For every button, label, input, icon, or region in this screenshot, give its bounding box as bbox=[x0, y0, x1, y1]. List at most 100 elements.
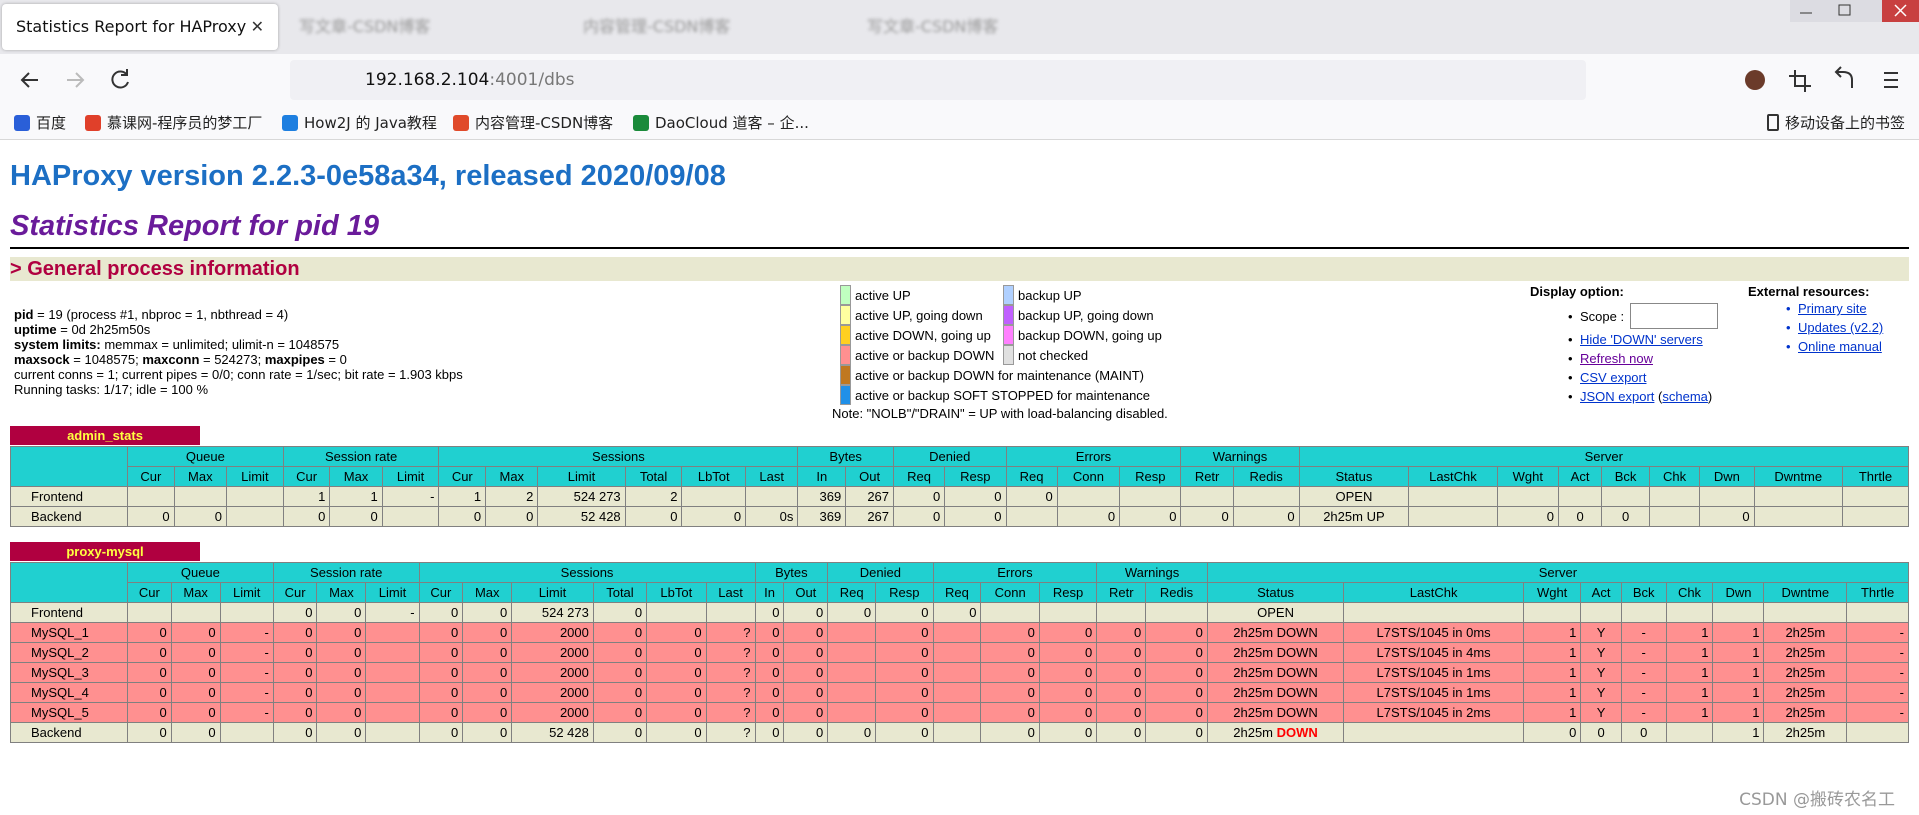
legend-label: active or backup DOWN for maintenance (M… bbox=[855, 368, 1144, 383]
stats-cell: 0 bbox=[170, 722, 221, 743]
group-header: Errors bbox=[932, 562, 1098, 583]
external-link[interactable]: Online manual bbox=[1786, 338, 1882, 356]
info-text: maxconn bbox=[142, 352, 200, 367]
external-link[interactable]: Updates (v2.2) bbox=[1786, 319, 1883, 337]
tab[interactable]: 写文章-CSDN博客 bbox=[853, 4, 1123, 50]
stats-cell: 0 bbox=[272, 722, 318, 743]
bookmark[interactable]: 内容管理-CSDN博客 bbox=[453, 113, 613, 133]
stats-cell bbox=[1557, 486, 1603, 507]
stats-cell: - bbox=[1846, 682, 1909, 703]
stats-cell: 0 bbox=[1038, 702, 1098, 723]
stats-cell: 0 bbox=[754, 722, 785, 743]
stats-cell: - bbox=[1620, 622, 1667, 643]
stats-cell: 0 bbox=[418, 662, 464, 683]
stats-cell: 0 bbox=[980, 682, 1040, 703]
stats-cell: ? bbox=[705, 702, 756, 723]
option-link[interactable]: Refresh now bbox=[1580, 351, 1653, 366]
info-text: pid bbox=[14, 307, 34, 322]
legend-item: active UP bbox=[840, 285, 911, 306]
stats-cell: 0s bbox=[745, 506, 799, 527]
column-header: Limit bbox=[219, 582, 274, 603]
column-header: LastChk bbox=[1408, 466, 1498, 487]
rule bbox=[10, 247, 1909, 249]
stats-cell: 0 bbox=[980, 622, 1040, 643]
group-header: Server bbox=[1298, 446, 1910, 467]
tab[interactable]: 内容管理-CSDN博客 bbox=[569, 4, 839, 50]
tab-bar: Statistics Report for HAProxy ✕ 写文章-CSDN博客… bbox=[0, 0, 1919, 54]
option-link[interactable]: schema bbox=[1662, 389, 1708, 404]
column-header: Max bbox=[462, 582, 513, 603]
stats-cell: 0 bbox=[944, 486, 1007, 507]
stats-cell: 1 bbox=[1522, 662, 1582, 683]
stats-cell: 0 bbox=[1096, 702, 1147, 723]
stats-cell: 2000 bbox=[511, 642, 594, 663]
stats-row: Backend 0 0 0 0 0 0 52 428 0 0? 0 0 0 0 0 0 0 0 2h25m DOWN… bbox=[10, 722, 1909, 743]
stats-cell bbox=[365, 662, 420, 683]
stats-cell: 369 bbox=[797, 486, 847, 507]
info-text: Running tasks: 1/17; idle = 100 % bbox=[14, 382, 209, 397]
stats-cell bbox=[1056, 486, 1121, 507]
stats-cell: 0 bbox=[272, 682, 318, 703]
option-link[interactable]: CSV export bbox=[1580, 370, 1647, 385]
stats-cell bbox=[365, 702, 420, 723]
stats-cell: - bbox=[365, 602, 420, 623]
stats-cell: Y bbox=[1580, 622, 1622, 643]
stats-cell bbox=[1648, 486, 1701, 507]
stats-cell bbox=[1753, 486, 1843, 507]
stats-cell bbox=[932, 662, 982, 683]
column-header: Conn bbox=[1056, 466, 1121, 487]
stats-cell: 1 bbox=[1665, 662, 1714, 683]
stats-cell: 1 bbox=[1712, 642, 1765, 663]
stats-cell: L7STS/1045 in 2ms bbox=[1343, 702, 1524, 723]
column-header: Retr bbox=[1180, 466, 1234, 487]
tab[interactable]: 写文章-CSDN博客 bbox=[285, 4, 555, 50]
stats-cell: - bbox=[1620, 662, 1667, 683]
stats-cell: 0 bbox=[1145, 642, 1208, 663]
column-header: Limit bbox=[225, 466, 284, 487]
stats-cell bbox=[1763, 602, 1848, 623]
bookmark[interactable]: 慕课网-程序员的梦工厂 bbox=[85, 113, 262, 133]
scope-input[interactable] bbox=[1630, 303, 1718, 329]
option-line: Refresh now bbox=[1568, 350, 1653, 368]
bookmark[interactable]: 百度 bbox=[14, 113, 66, 133]
stats-cell: 0 bbox=[875, 662, 934, 683]
column-header: Dwntme bbox=[1763, 582, 1848, 603]
stats-cell bbox=[827, 682, 877, 703]
url-host: 192.168.2.104 bbox=[365, 70, 490, 90]
tab[interactable]: Statistics Report for HAProxy ✕ bbox=[2, 4, 278, 50]
stats-cell: 0 bbox=[754, 602, 785, 623]
stats-row: Frontend 1 1-1 2 524 273 2 369 267 0 0 0 OPEN bbox=[10, 486, 1910, 507]
option-link[interactable]: Hide 'DOWN' servers bbox=[1580, 332, 1703, 347]
info-text: current conns = 1; current pipes = 0/0; … bbox=[14, 367, 463, 382]
stats-cell: OPEN bbox=[1298, 486, 1410, 507]
external-link[interactable]: Primary site bbox=[1786, 300, 1867, 318]
section-heading: > General process information bbox=[10, 257, 1909, 281]
stats-cell: 0 bbox=[1096, 642, 1147, 663]
column-header: Limit bbox=[537, 466, 626, 487]
stats-cell bbox=[1846, 722, 1909, 743]
stats-cell: 0 bbox=[418, 642, 464, 663]
stats-cell: 0 bbox=[783, 662, 829, 683]
group-header: Warnings bbox=[1180, 446, 1300, 467]
stats-cell: 1 bbox=[1665, 702, 1714, 723]
column-header: Bck bbox=[1620, 582, 1667, 603]
stats-cell: 2h25m DOWN bbox=[1206, 642, 1345, 663]
column-header: Req bbox=[893, 466, 946, 487]
option-link[interactable]: JSON export bbox=[1580, 389, 1655, 404]
stats-cell: 2h25m bbox=[1763, 622, 1848, 643]
stats-cell: - bbox=[1846, 662, 1909, 683]
column-header: Resp bbox=[1038, 582, 1098, 603]
stats-cell: 0 bbox=[1038, 682, 1098, 703]
stats-row: MySQL_5 0 0-0 0 0 0 2000 0 0? 0 0 0 0 0 0 0 2h25m DOWN L7… bbox=[10, 702, 1909, 723]
stats-cell: 0 bbox=[272, 602, 318, 623]
tab-title: Statistics Report for HAProxy bbox=[16, 17, 247, 36]
info-text: maxpipes bbox=[264, 352, 325, 367]
bookmark[interactable]: How2J 的 Java教程 bbox=[282, 113, 437, 133]
bookmark[interactable]: DaoCloud 道客 – 企... bbox=[633, 113, 809, 133]
url[interactable]: 192.168.2.104:4001/dbs bbox=[365, 68, 575, 92]
group-header: Sessions bbox=[438, 446, 799, 467]
url-bar[interactable] bbox=[290, 60, 1586, 100]
mobile-bookmarks[interactable]: 移动设备上的书签 bbox=[1766, 113, 1905, 133]
stats-cell: 0 bbox=[316, 702, 367, 723]
group-header: Sessions bbox=[418, 562, 756, 583]
